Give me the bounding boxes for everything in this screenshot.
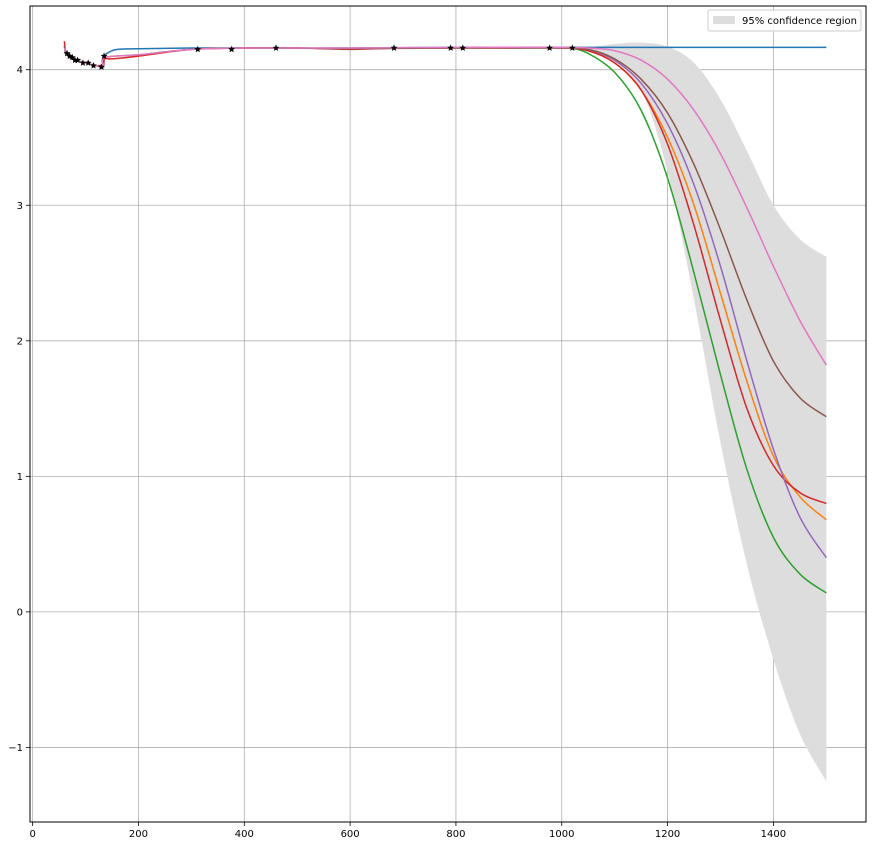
confidence-region-layer [572, 42, 827, 782]
observation-markers [63, 44, 576, 70]
x-tick-label: 200 [129, 829, 148, 840]
observation-point [84, 59, 92, 66]
observation-point [228, 45, 236, 53]
series-layer [63, 41, 827, 594]
observation-point [390, 44, 398, 51]
x-tick-label: 0 [29, 829, 35, 840]
x-tick-label: 600 [341, 829, 360, 840]
observation-point [568, 44, 576, 51]
observation-point [79, 59, 87, 66]
y-tick-label: 1 [17, 472, 23, 483]
observation-point [194, 45, 202, 53]
legend-swatch [713, 16, 735, 24]
legend: 95% confidence region [707, 9, 862, 32]
observation-point [98, 63, 105, 70]
legend-box [707, 9, 862, 32]
observation-point [447, 44, 455, 51]
y-tick-label: 2 [17, 336, 23, 347]
observation-point [68, 53, 76, 61]
x-tick-label: 1000 [549, 829, 574, 840]
x-tick-label: 1400 [761, 829, 786, 840]
observation-point [63, 49, 71, 57]
observation-point [100, 52, 108, 60]
axis-ticks: 0 200 400 600 800 1000 1200 1400 −1 0 1 2 3 4 [8, 65, 786, 840]
observation-point [459, 44, 467, 51]
legend-label: 95% confidence region [742, 16, 857, 27]
grid [30, 6, 866, 822]
y-tick-label: 0 [17, 607, 23, 618]
y-tick-label: 3 [17, 201, 23, 212]
y-tick-label: 4 [17, 65, 23, 76]
series-line-5 [572, 47, 827, 559]
observation-point [90, 62, 97, 69]
observation-point [546, 44, 554, 51]
x-tick-label: 800 [446, 829, 465, 840]
x-tick-label: 1200 [655, 829, 680, 840]
y-tick-label: −1 [8, 743, 23, 754]
observation-point [74, 56, 82, 64]
observation-point [272, 44, 280, 51]
plot-frame [29, 5, 867, 823]
x-tick-label: 400 [235, 829, 254, 840]
confidence-region [572, 42, 827, 782]
series-line-3 [572, 47, 827, 594]
